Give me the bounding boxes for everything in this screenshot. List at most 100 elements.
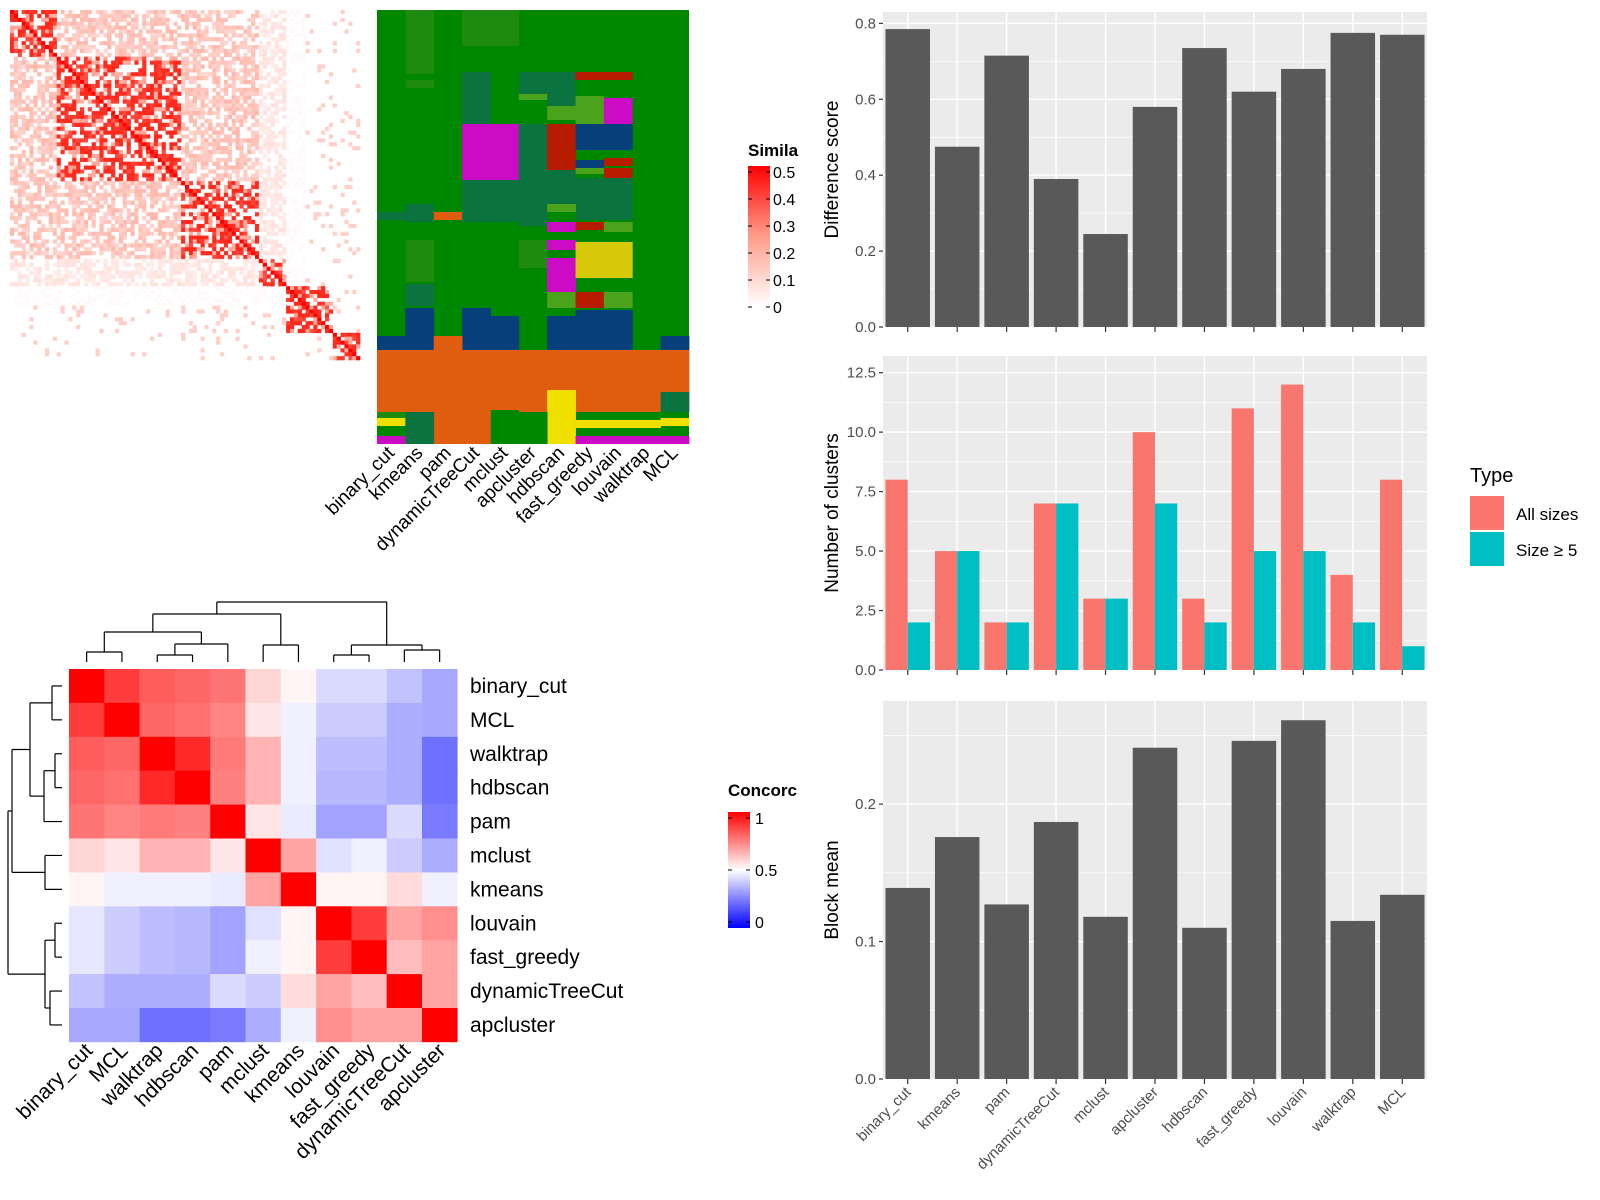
- similarity-cell: [72, 115, 77, 120]
- similarity-cell: [188, 165, 194, 170]
- similarity-cell: [107, 231, 112, 236]
- similarity-cell: [231, 87, 236, 92]
- similarity-cell: [157, 177, 162, 182]
- similarity-cell: [220, 297, 225, 302]
- similarity-cell: [91, 231, 96, 236]
- similarity-cell: [29, 52, 34, 57]
- similarity-cell: [262, 52, 267, 57]
- similarity-cell: [21, 83, 26, 89]
- y-tick-label: 0.4: [855, 167, 876, 184]
- similarity-cell: [165, 208, 170, 213]
- similarity-cell: [262, 251, 267, 256]
- similarity-cell: [76, 204, 81, 209]
- similarity-cell: [196, 126, 201, 131]
- similarity-cell: [111, 239, 116, 244]
- similarity-cell: [220, 177, 225, 182]
- similarity-cell: [10, 157, 15, 162]
- similarity-cell: [293, 293, 299, 299]
- similarity-cell: [111, 107, 116, 112]
- similarity-cell: [270, 48, 275, 54]
- similarity-cell: [118, 87, 124, 92]
- similarity-cell: [344, 111, 349, 116]
- similarity-cell: [258, 290, 264, 295]
- similarity-cell: [118, 216, 124, 221]
- legend-label-all-sizes: All sizes: [1516, 505, 1578, 524]
- similarity-cell: [212, 200, 217, 205]
- similarity-cell: [142, 282, 147, 287]
- similarity-cell: [165, 177, 170, 182]
- similarity-cell: [60, 68, 65, 73]
- similarity-cell: [328, 122, 334, 127]
- similarity-cell: [200, 76, 205, 81]
- similarity-cell: [17, 25, 22, 30]
- similarity-cell: [235, 227, 240, 232]
- similarity-cell: [247, 138, 252, 143]
- similarity-cell: [188, 251, 194, 256]
- similarity-cell: [153, 169, 159, 174]
- similarity-cell: [185, 150, 190, 155]
- similarity-cell: [274, 25, 279, 30]
- similarity-cell: [17, 270, 22, 275]
- similarity-cell: [192, 13, 197, 19]
- similarity-cell: [95, 258, 100, 264]
- similarity-cell: [138, 153, 143, 159]
- similarity-cell: [72, 107, 77, 112]
- similarity-cell: [10, 161, 15, 166]
- y-tick-label: 0.6: [855, 91, 876, 108]
- assignment-cell: [547, 326, 576, 350]
- similarity-cell: [266, 293, 271, 299]
- similarity-cell: [286, 266, 291, 271]
- similarity-cell: [72, 118, 77, 124]
- similarity-cell: [196, 76, 201, 81]
- similarity-cell: [99, 64, 104, 69]
- similarity-cell: [192, 10, 197, 15]
- similarity-cell: [115, 270, 120, 275]
- similarity-cell: [87, 270, 92, 275]
- similarity-cell: [270, 177, 275, 182]
- similarity-cell: [107, 157, 112, 162]
- similarity-cell: [99, 99, 104, 104]
- similarity-cell: [80, 262, 85, 267]
- assignment-cell: [575, 168, 605, 174]
- similarity-cell: [336, 344, 341, 349]
- similarity-cell: [64, 192, 69, 197]
- similarity-cell: [25, 21, 30, 26]
- similarity-cell: [356, 332, 361, 337]
- similarity-cell: [45, 173, 50, 178]
- similarity-cell: [157, 270, 162, 275]
- similarity-cell: [118, 227, 124, 232]
- similarity-cell: [118, 91, 124, 96]
- bar-all-sizes-apcluster: [1132, 432, 1155, 670]
- similarity-cell: [301, 278, 306, 283]
- similarity-cell: [138, 122, 143, 127]
- similarity-cell: [290, 17, 295, 22]
- legend-key-all-sizes: [1470, 496, 1504, 530]
- similarity-cell: [41, 212, 46, 217]
- similarity-cell: [122, 181, 127, 186]
- similarity-cell: [122, 130, 127, 135]
- similarity-cell: [13, 208, 19, 213]
- similarity-cell: [177, 118, 182, 124]
- similarity-cell: [325, 80, 330, 85]
- similarity-cell: [251, 165, 256, 170]
- similarity-cell: [25, 297, 30, 302]
- similarity-cell: [118, 45, 124, 50]
- similarity-cell: [91, 208, 96, 213]
- similarity-cell: [150, 196, 155, 201]
- similarity-cell: [247, 80, 252, 85]
- similarity-cell: [185, 177, 190, 182]
- similarity-cell: [118, 173, 124, 178]
- similarity-cell: [227, 146, 232, 151]
- similarity-cell: [196, 290, 201, 295]
- similarity-cell: [262, 290, 267, 295]
- similarity-cell: [103, 200, 108, 205]
- similarity-cell: [185, 17, 190, 22]
- similarity-cell: [99, 196, 104, 201]
- similarity-cell: [142, 266, 147, 271]
- similarity-cell: [10, 48, 15, 54]
- similarity-cell: [80, 220, 85, 225]
- similarity-cell: [356, 41, 361, 46]
- similarity-cell: [293, 138, 299, 143]
- similarity-cell: [216, 173, 221, 178]
- similarity-cell: [251, 270, 256, 275]
